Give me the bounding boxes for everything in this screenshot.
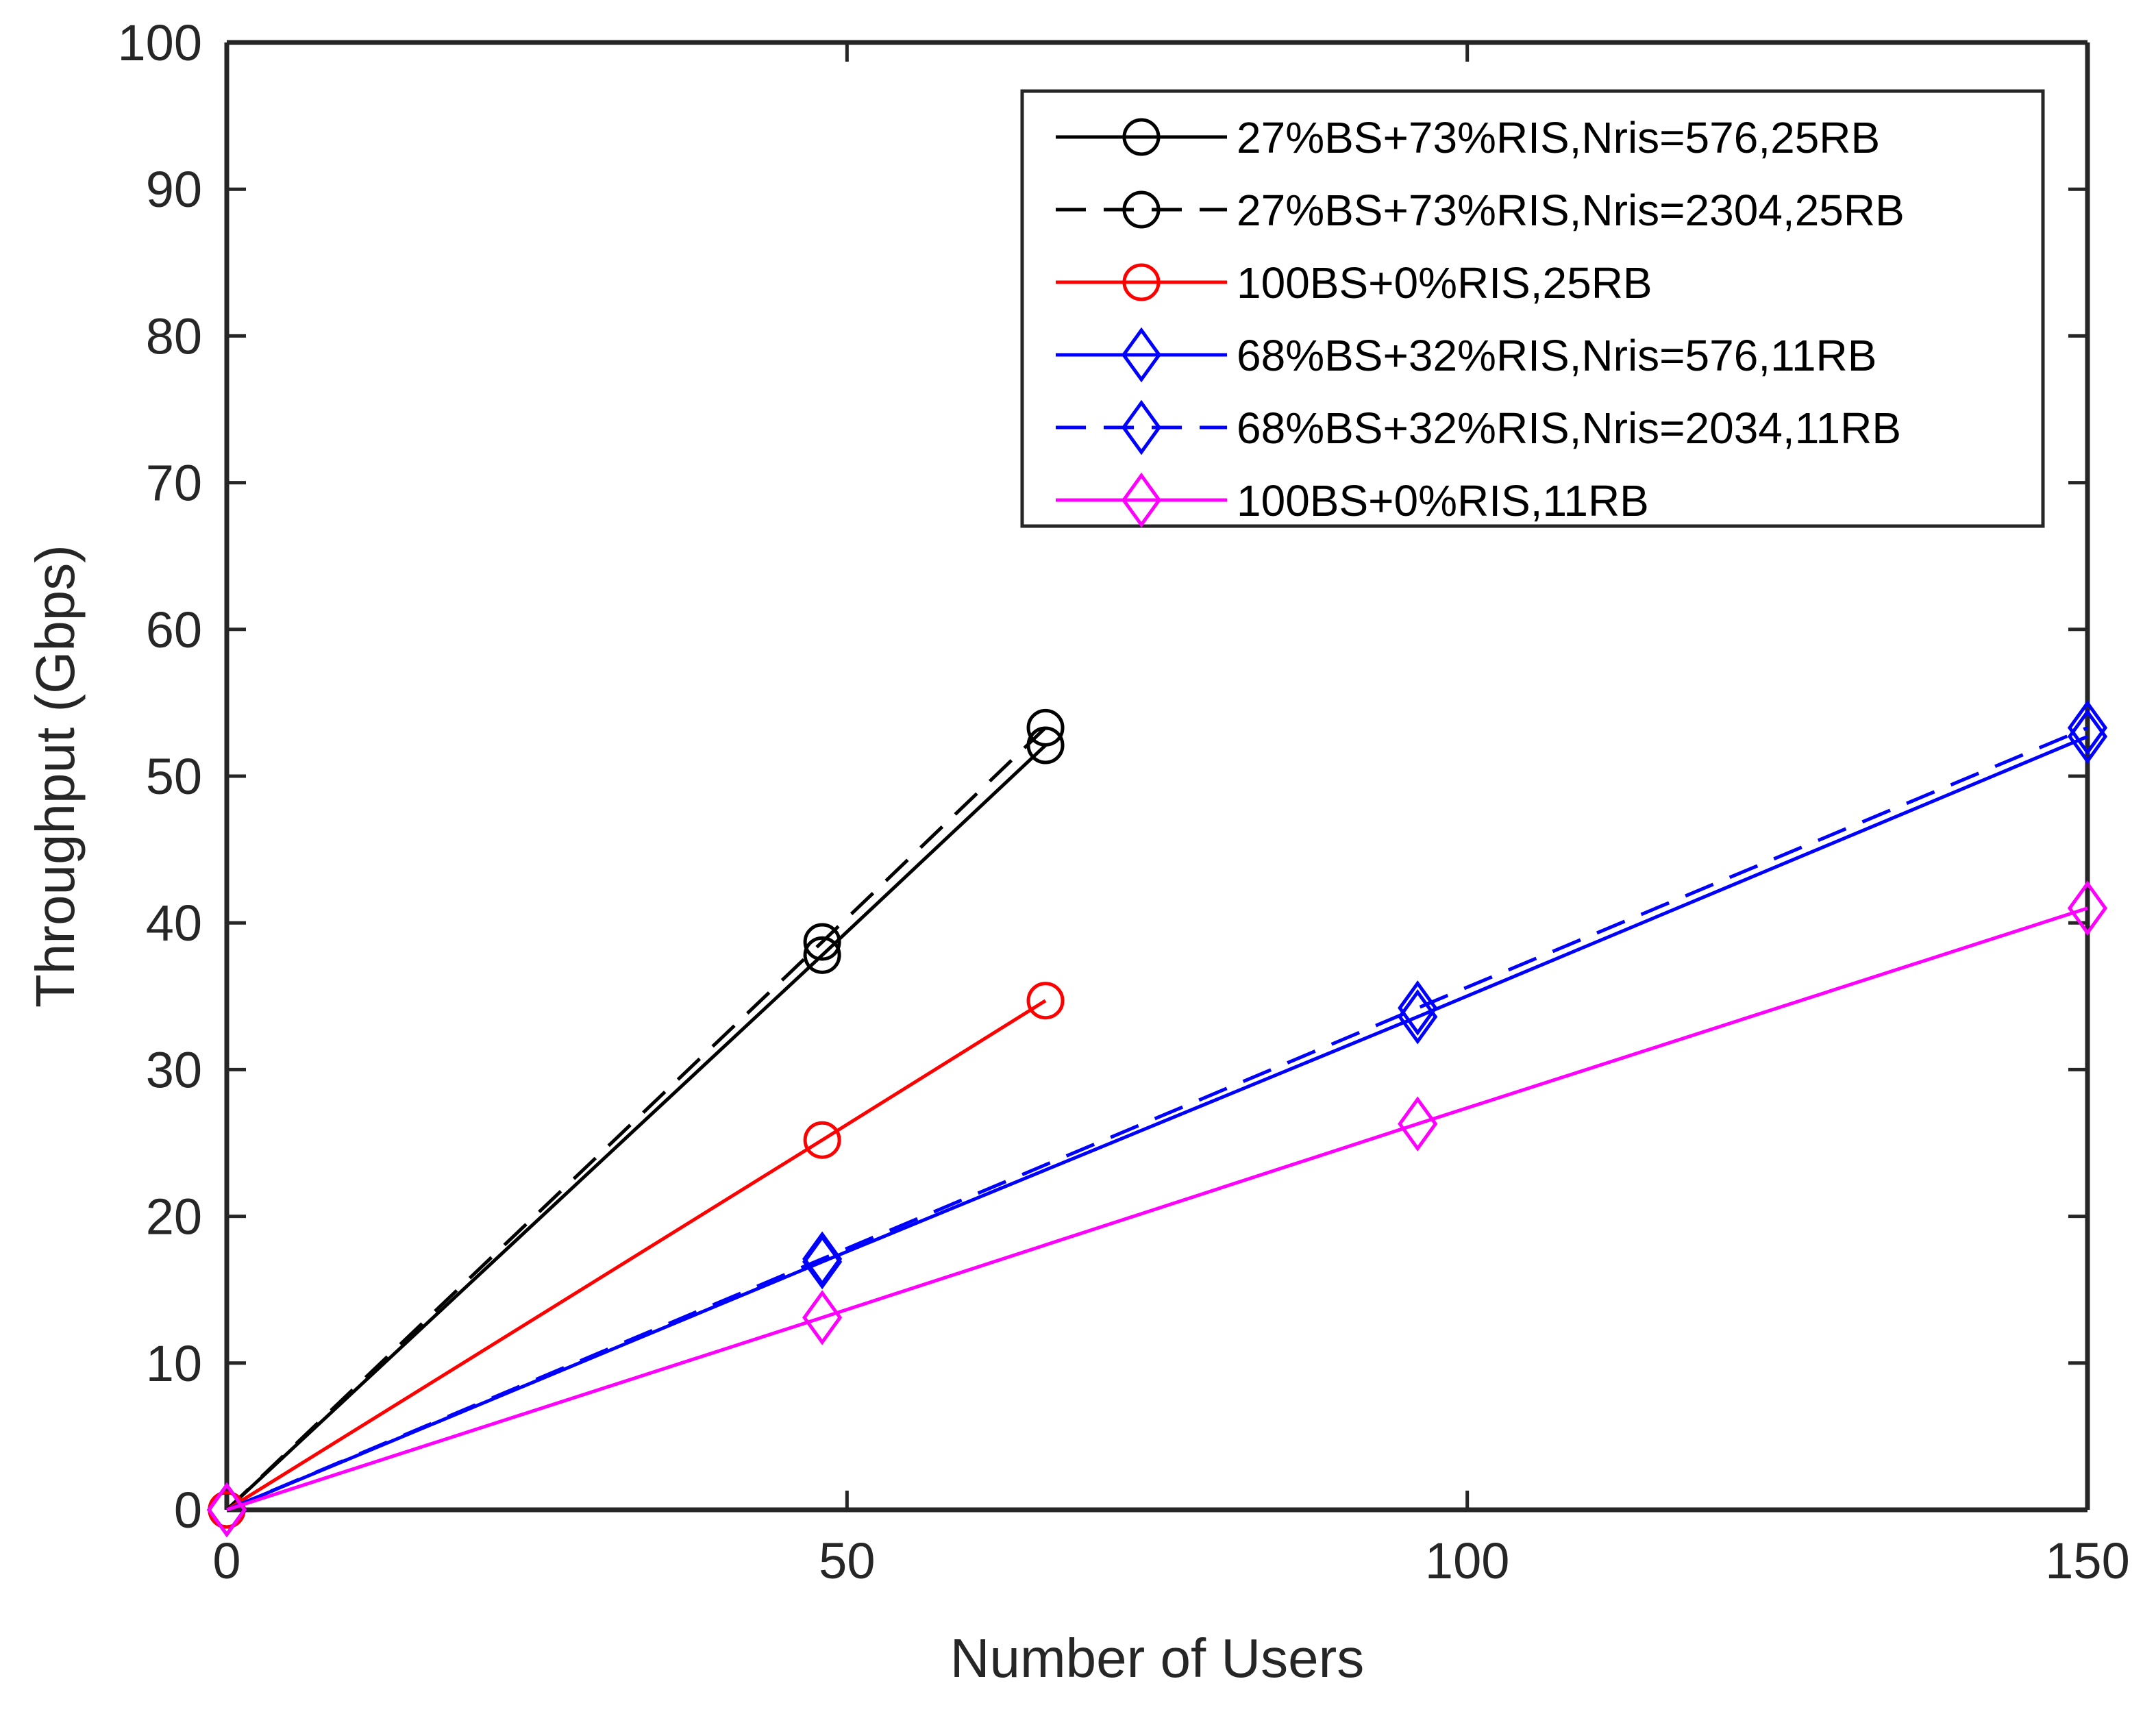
circle-marker-icon (1026, 708, 1065, 747)
circle-marker-icon (803, 1121, 841, 1159)
diamond-marker-icon (802, 1290, 843, 1345)
diamond-marker-icon (1398, 1096, 1438, 1152)
diamond-marker-icon (1398, 989, 1438, 1045)
legend-label: 27%BS+73%RIS,Nris=2304,25RB (1237, 186, 1905, 235)
legend-diamond-icon (1121, 472, 1162, 528)
x-axis-tick-labels: 0 50 100 150 (212, 1532, 2129, 1589)
diamond-marker-icon (802, 1231, 843, 1286)
legend-label: 27%BS+73%RIS,Nris=576,25RB (1237, 113, 1880, 162)
x-tick-label: 50 (819, 1532, 875, 1589)
legend-entry: 27%BS+73%RIS,Nris=2304,25RB (1056, 186, 1905, 235)
legend-label: 68%BS+32%RIS,Nris=576,11RB (1237, 331, 1876, 380)
legend-entry: 27%BS+73%RIS,Nris=576,25RB (1056, 113, 1880, 162)
y-tick-label: 20 (146, 1189, 202, 1245)
legend-label: 68%BS+32%RIS,Nris=2034,11RB (1237, 403, 1901, 453)
y-tick-label: 60 (146, 601, 202, 658)
y-tick-label: 70 (146, 455, 202, 512)
legend: 27%BS+73%RIS,Nris=576,25RB 27%BS+73%RIS,N… (1020, 89, 2045, 528)
diamond-marker-icon (2067, 708, 2108, 764)
x-axis-title: Number of Users (950, 1628, 1365, 1689)
axis-ticks (225, 40, 2090, 1512)
x-tick-label: 0 (212, 1532, 240, 1589)
legend-circle-icon (1122, 263, 1161, 301)
diamond-marker-icon (1398, 980, 1438, 1036)
series-6 (206, 880, 2108, 1538)
series-line (226, 726, 2088, 1512)
y-tick-label: 80 (146, 308, 202, 364)
y-tick-label: 40 (146, 895, 202, 952)
diamond-marker-icon (206, 1482, 247, 1538)
y-tick-label: 90 (146, 161, 202, 218)
legend-diamond-icon (1121, 399, 1162, 456)
legend-label: 100BS+0%RIS,11RB (1237, 476, 1649, 525)
series-line (226, 906, 2088, 1512)
y-axis-title: Throughput (Gbps) (25, 545, 86, 1008)
y-tick-label: 30 (146, 1041, 202, 1098)
legend-entry: 68%BS+32%RIS,Nris=2034,11RB (1056, 399, 1901, 456)
y-tick-label: 100 (118, 14, 202, 71)
legend-circle-icon (1122, 190, 1161, 229)
legend-entry: 100BS+0%RIS,11RB (1056, 472, 1649, 528)
legend-circle-icon (1122, 118, 1161, 156)
legend-box (1020, 89, 2045, 528)
circle-marker-icon (803, 923, 841, 961)
circle-marker-icon (1026, 982, 1065, 1020)
legend-entry: 68%BS+32%RIS,Nris=576,11RB (1056, 327, 1876, 383)
y-axis-tick-labels: 0 10 20 30 40 50 60 70 80 90 100 (118, 14, 202, 1539)
series-layer (206, 700, 2108, 1538)
circle-marker-icon (803, 936, 841, 974)
diamond-marker-icon (802, 1234, 843, 1290)
series-line (225, 999, 1047, 1512)
series-line (226, 734, 2088, 1512)
diamond-marker-icon (2067, 700, 2108, 756)
legend-entry: 100BS+0%RIS,25RB (1056, 258, 1652, 308)
y-tick-label: 10 (146, 1335, 202, 1392)
series-line (225, 744, 1047, 1511)
y-tick-label: 50 (146, 748, 202, 805)
legend-label: 100BS+0%RIS,25RB (1237, 258, 1652, 308)
series-line (225, 726, 1047, 1511)
legend-diamond-icon (1121, 327, 1162, 383)
x-tick-label: 150 (2045, 1532, 2129, 1589)
diamond-marker-icon (2067, 880, 2108, 936)
x-tick-label: 100 (1425, 1532, 1509, 1589)
y-tick-label: 0 (174, 1482, 202, 1539)
